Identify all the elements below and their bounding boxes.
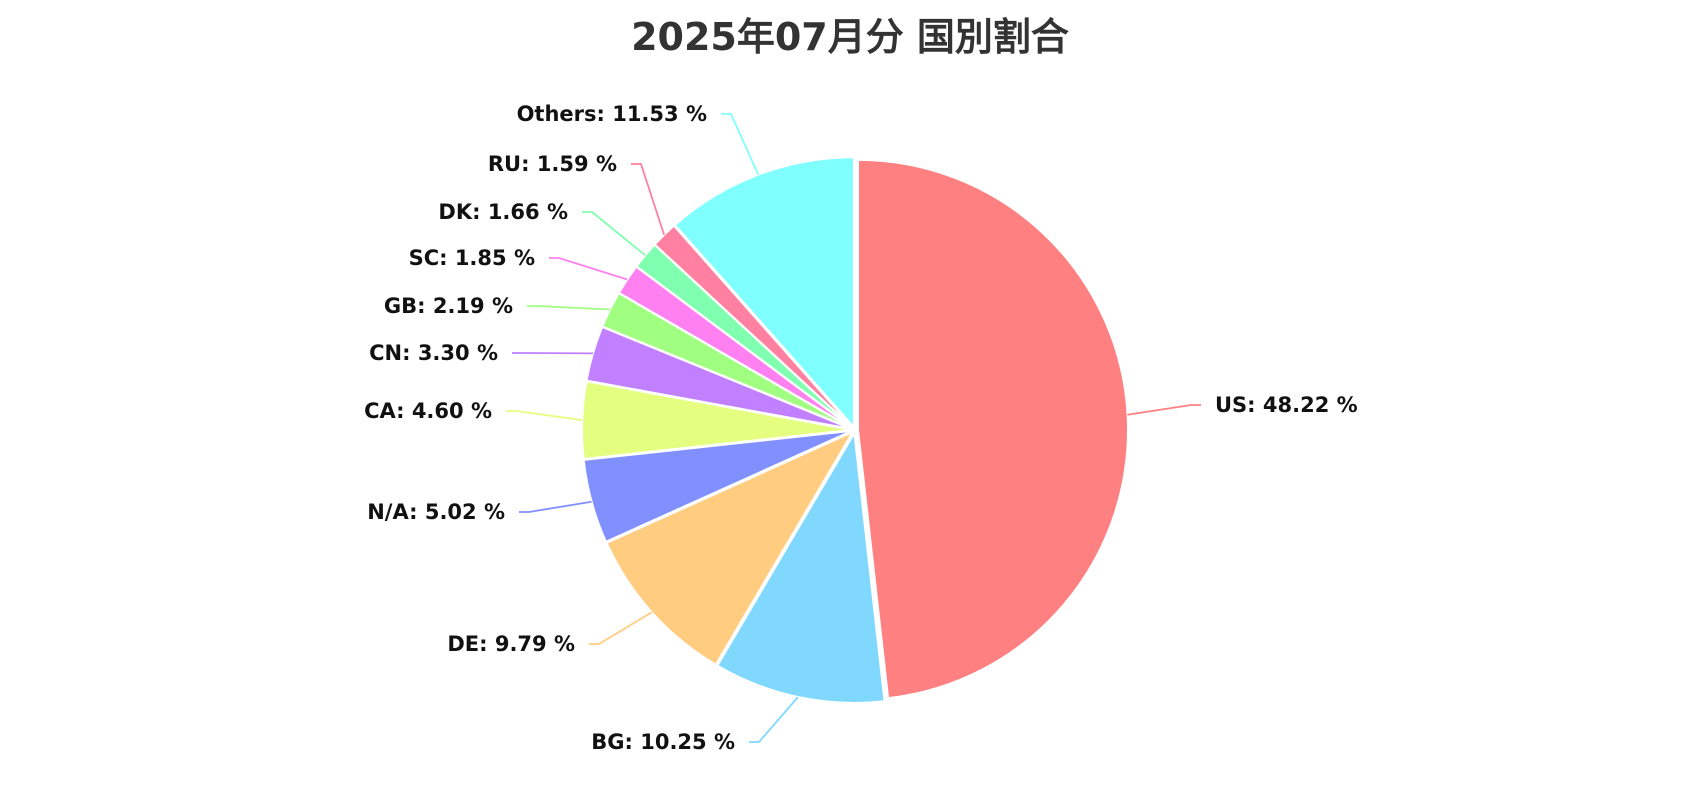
chart-title: 2025年07月分 国別割合 — [631, 15, 1069, 59]
leader-line-us — [1127, 404, 1201, 416]
pie-slices — [581, 156, 1129, 704]
slice-label-us: US: 48.22 % — [1215, 393, 1358, 417]
pie-slice-us — [856, 158, 1129, 700]
slice-label-ru: RU: 1.59 % — [488, 152, 617, 176]
leader-line-bg — [749, 696, 799, 743]
leader-line-de — [589, 611, 653, 645]
slice-label-bg: BG: 10.25 % — [591, 730, 735, 754]
leader-line-gb — [527, 305, 611, 311]
leader-line-n-a — [519, 500, 592, 513]
leader-lines — [506, 113, 1201, 743]
slice-label-n-a: N/A: 5.02 % — [367, 500, 505, 524]
leader-line-others — [721, 113, 760, 176]
slice-label-cn: CN: 3.30 % — [369, 341, 498, 365]
slice-label-de: DE: 9.79 % — [447, 632, 575, 656]
slice-label-gb: GB: 2.19 % — [384, 294, 513, 318]
slice-label-sc: SC: 1.85 % — [409, 246, 535, 270]
pie-slice-de — [605, 431, 854, 666]
leader-line-ru — [631, 163, 665, 236]
pie-slice-bg — [716, 431, 886, 704]
slice-label-ca: CA: 4.60 % — [364, 399, 492, 423]
slice-label-dk: DK: 1.66 % — [438, 200, 568, 224]
leader-line-dk — [582, 211, 646, 257]
pie-slice-others — [674, 156, 855, 429]
leader-line-ca — [506, 410, 583, 421]
slice-labels: US: 48.22 % BG: 10.25 % DE: 9.79 % N/A: 5.0… — [364, 102, 1358, 754]
slice-label-others: Others: 11.53 % — [517, 102, 707, 126]
leader-line-sc — [549, 257, 628, 281]
